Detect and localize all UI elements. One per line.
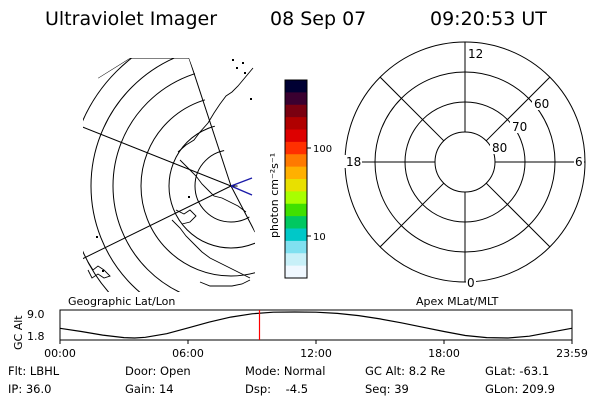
- colorbar-cell: [285, 228, 307, 242]
- mlt-label-18: 18: [346, 155, 361, 169]
- mlt-label-0: 0: [467, 276, 475, 290]
- instrument-title: Ultraviolet Imager: [45, 8, 218, 30]
- x-tick-label: 18:00: [428, 347, 460, 360]
- timeline-x-tick-labels: 00:00 06:00 12:00 18:00 23:59: [44, 347, 588, 360]
- colorbar-cell: [285, 154, 307, 168]
- info-seq: Seq: 39: [365, 382, 409, 396]
- mlt-label-12: 12: [468, 47, 483, 61]
- colorbar-cell: [285, 117, 307, 131]
- gc-alt-curve: [59, 311, 572, 339]
- colorbar-cell: [285, 104, 307, 118]
- colorbar-cell: [285, 216, 307, 230]
- x-tick-label: 23:59: [556, 347, 588, 360]
- colorbar-label-100: 100: [313, 144, 332, 155]
- geo-lon-line: [83, 125, 232, 187]
- colorbar-cell: [285, 166, 307, 180]
- colorbar-label-10: 10: [313, 232, 326, 243]
- apex-labels: 12 18 6 0 60 70 80: [344, 47, 584, 290]
- geo-lon-line: [83, 185, 232, 261]
- mlat-label-60: 60: [534, 97, 549, 111]
- colorbar-unit-label: photon cm⁻²s⁻¹: [268, 153, 281, 238]
- geo-lon-line: [230, 185, 255, 233]
- colorbar: 100 10 photon cm⁻²s⁻¹: [268, 79, 332, 279]
- timeline-frame: [59, 309, 573, 341]
- colorbar-cell: [285, 179, 307, 192]
- info-door: Door: Open: [125, 364, 191, 378]
- timeline-x-ticks: [59, 340, 573, 344]
- apex-polar-grid: [344, 41, 586, 283]
- info-flt: Flt: LBHL: [8, 364, 60, 378]
- info-glon: GLon: 209.9: [485, 382, 555, 396]
- colorbar-cell: [285, 92, 307, 106]
- colorbar-frame: [284, 79, 308, 279]
- colorbar-cell: [285, 80, 307, 93]
- y-tick-label-min: 1.8: [27, 330, 45, 343]
- colorbar-cell: [285, 129, 307, 143]
- colorbar-cell: [285, 253, 307, 267]
- y-tick-label-max: 9.0: [27, 308, 45, 321]
- colorbar-cell: [285, 265, 307, 279]
- geo-lon-line: [188, 58, 232, 187]
- info-ip: IP: 36.0: [8, 382, 52, 396]
- geo-frame-top: [97, 58, 189, 79]
- time-label: 09:20:53 UT: [430, 8, 547, 30]
- gc-alt-timeline: GC Alt 9.0 1.8: [12, 308, 573, 350]
- apex-panel-label: Apex MLat/MLT: [416, 295, 499, 308]
- coastline: [171, 67, 254, 287]
- colorbar-cell: [285, 203, 307, 217]
- colorbar-cell: [285, 191, 307, 205]
- meridian-pointer: [230, 177, 253, 196]
- colorbar-cell: [285, 141, 307, 155]
- x-tick-label: 06:00: [172, 347, 204, 360]
- info-gc-alt: GC Alt: 8.2 Re: [365, 364, 446, 378]
- info-dsp: Dsp: -4.5: [245, 382, 309, 396]
- colorbar-gradient: [285, 80, 307, 279]
- colorbar-cell: [285, 240, 307, 254]
- geo-coast-dots: [96, 59, 252, 272]
- x-tick-label: 00:00: [44, 347, 76, 360]
- info-mode: Mode: Normal: [245, 364, 326, 378]
- info-gain: Gain: 14: [125, 382, 174, 396]
- date-label: 08 Sep 07: [270, 8, 367, 30]
- geographic-panel-label: Geographic Lat/Lon: [68, 295, 175, 308]
- mlt-label-6: 6: [575, 155, 583, 169]
- coastline-island: [87, 261, 111, 279]
- mlat-label-80: 80: [492, 141, 507, 155]
- info-glat: GLat: -63.1: [485, 364, 550, 378]
- gc-alt-axis-label: GC Alt: [12, 315, 25, 350]
- x-tick-label: 12:00: [300, 347, 332, 360]
- geo-lat-circle: [90, 58, 255, 292]
- mlat-label-70: 70: [512, 120, 527, 134]
